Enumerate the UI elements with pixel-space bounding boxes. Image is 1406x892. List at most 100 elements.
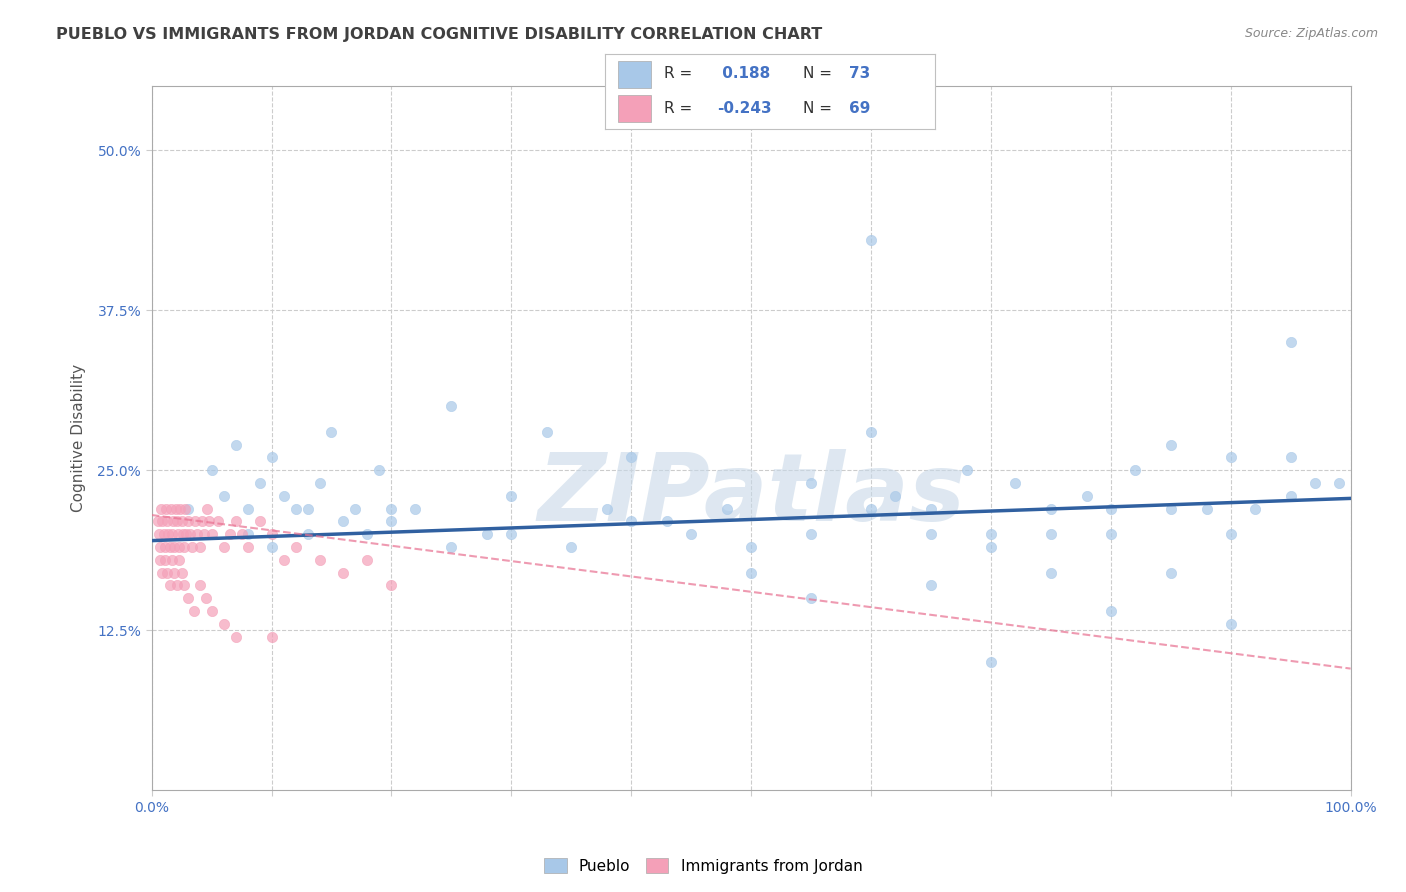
Point <box>150 501 173 516</box>
Point <box>1195 501 1218 516</box>
Point <box>1160 501 1182 516</box>
Point <box>260 630 283 644</box>
Point <box>172 527 194 541</box>
Point <box>1279 335 1302 350</box>
Point <box>207 515 229 529</box>
Point <box>1123 463 1146 477</box>
Point <box>193 527 215 541</box>
Point <box>1243 501 1265 516</box>
Point <box>152 515 174 529</box>
Point <box>1219 527 1241 541</box>
Legend: Pueblo, Immigrants from Jordan: Pueblo, Immigrants from Jordan <box>537 852 869 880</box>
Point <box>149 540 172 554</box>
Point <box>173 540 195 554</box>
Point <box>404 501 426 516</box>
Point <box>920 578 942 592</box>
Point <box>157 527 180 541</box>
Text: N =: N = <box>803 67 837 81</box>
Point <box>188 578 211 592</box>
Point <box>159 578 181 592</box>
Point <box>1219 616 1241 631</box>
Point <box>149 553 172 567</box>
Text: N =: N = <box>803 101 837 116</box>
Point <box>284 501 307 516</box>
Point <box>716 501 738 516</box>
Point <box>560 540 582 554</box>
Point <box>956 463 979 477</box>
Point <box>155 501 177 516</box>
Point <box>260 450 283 465</box>
Point <box>332 515 354 529</box>
Text: PUEBLO VS IMMIGRANTS FROM JORDAN COGNITIVE DISABILITY CORRELATION CHART: PUEBLO VS IMMIGRANTS FROM JORDAN COGNITI… <box>56 27 823 42</box>
Point <box>308 553 330 567</box>
Point <box>160 553 183 567</box>
Point <box>184 515 207 529</box>
Point <box>920 501 942 516</box>
Point <box>1303 476 1326 491</box>
Point <box>657 515 679 529</box>
Point <box>356 553 378 567</box>
Point <box>249 515 271 529</box>
Point <box>236 501 259 516</box>
Point <box>218 527 240 541</box>
Point <box>440 399 463 413</box>
Text: R =: R = <box>664 67 697 81</box>
Point <box>980 527 1002 541</box>
Point <box>159 540 181 554</box>
Point <box>225 515 247 529</box>
Point <box>620 515 643 529</box>
Point <box>170 515 193 529</box>
Point <box>332 566 354 580</box>
Point <box>800 591 823 606</box>
Point <box>176 515 198 529</box>
Point <box>1279 450 1302 465</box>
Point <box>191 515 214 529</box>
Point <box>153 553 176 567</box>
Point <box>167 553 190 567</box>
Point <box>620 450 643 465</box>
Point <box>170 566 193 580</box>
Point <box>166 578 188 592</box>
Point <box>225 630 247 644</box>
Point <box>860 425 883 439</box>
Point <box>1219 450 1241 465</box>
Point <box>152 527 174 541</box>
Point <box>148 527 170 541</box>
Point <box>920 527 942 541</box>
Point <box>181 540 204 554</box>
Point <box>1160 437 1182 451</box>
Point <box>284 540 307 554</box>
Point <box>380 515 402 529</box>
Point <box>380 578 402 592</box>
Point <box>200 604 222 618</box>
Y-axis label: Cognitive Disability: Cognitive Disability <box>72 364 86 512</box>
Point <box>1160 566 1182 580</box>
Point <box>501 527 523 541</box>
Point <box>179 527 201 541</box>
Point <box>297 527 319 541</box>
Point <box>176 591 198 606</box>
Point <box>1039 501 1062 516</box>
Point <box>740 540 762 554</box>
Point <box>160 527 183 541</box>
Point <box>260 527 283 541</box>
Point <box>800 476 823 491</box>
Point <box>477 527 499 541</box>
Point <box>159 501 181 516</box>
Point <box>980 540 1002 554</box>
Point <box>231 527 253 541</box>
Point <box>1099 604 1122 618</box>
Point <box>308 476 330 491</box>
FancyBboxPatch shape <box>617 95 651 122</box>
Point <box>860 233 883 247</box>
Point <box>1076 489 1098 503</box>
Point <box>368 463 391 477</box>
Point <box>800 527 823 541</box>
Point <box>273 553 295 567</box>
Point <box>186 527 208 541</box>
Text: ZIPatlas: ZIPatlas <box>537 449 965 541</box>
Point <box>1099 501 1122 516</box>
Point <box>163 566 186 580</box>
Point <box>1004 476 1026 491</box>
Text: R =: R = <box>664 101 697 116</box>
